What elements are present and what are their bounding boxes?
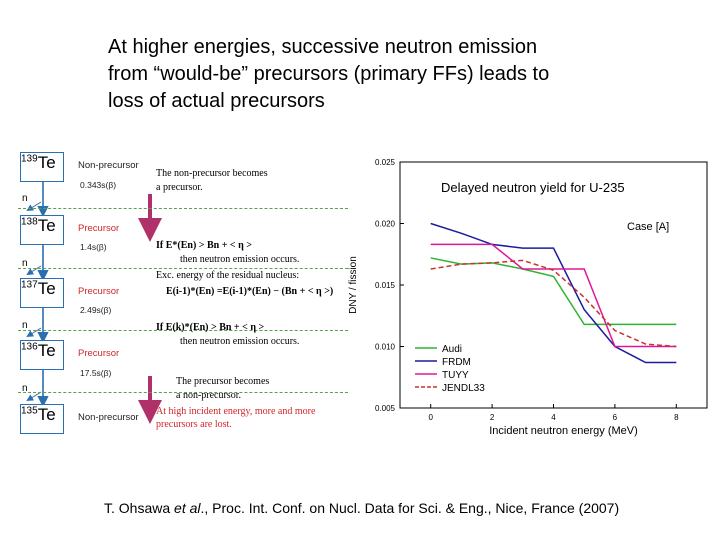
divider-line-4 (18, 392, 348, 393)
y-tick-label: 0.010 (375, 343, 396, 352)
note-excitation-1: Exc. energy of the residual nucleus: (156, 270, 300, 281)
scheme-arrows (26, 180, 162, 424)
neutron-label-1: n (22, 193, 28, 204)
chart-svg: 0.005 0.010 0.015 0.020 0.025 0 2 4 6 8 Incident n… (348, 158, 708, 437)
legend-label: FRDM (442, 357, 471, 368)
note-bottom-1: The precursor becomes (176, 376, 270, 387)
legend-label: JENDL33 (442, 383, 485, 394)
nuclide-status-label: Precursor (78, 348, 120, 359)
x-axis-label: Incident neutron energy (MeV) (489, 425, 638, 437)
half-life-label: 0.343s(β) (80, 180, 117, 190)
nuclide-te-136: 136Te (20, 340, 64, 370)
half-life-label: 2.49s(β) (80, 305, 112, 315)
half-life-label: 1.4s(β) (80, 242, 107, 252)
nuclide-mass: 137 (21, 279, 38, 291)
x-tick-label: 2 (490, 413, 495, 422)
nuclide-symbol: Te (37, 153, 56, 172)
y-tick-label: 0.015 (375, 281, 396, 290)
divider-line-2 (18, 268, 348, 269)
plot-frame (399, 161, 708, 409)
citation-italic: et al (174, 500, 201, 516)
note-red-1: At high incident energy, more and more (156, 406, 316, 417)
nuclide-status-label: Precursor (78, 223, 120, 234)
neutron-label-4: n (22, 383, 28, 394)
note-red-2: precursors are lost. (156, 419, 232, 430)
title-line-2: from “would-be” precursors (primary FFs)… (108, 63, 550, 85)
note-condition-2b: then neutron emission occurs. (180, 336, 300, 347)
x-tick-label: 6 (613, 413, 618, 422)
neutron-arrow-3 (26, 327, 42, 338)
x-tick-label: 8 (674, 413, 679, 422)
series-line-jendl33 (430, 259, 677, 348)
nuclide-symbol: Te (37, 405, 56, 424)
neutron-arrow-2 (26, 265, 42, 276)
nuclide-te-137: 137Te (20, 278, 64, 308)
nuclide-mass: 138 (21, 216, 38, 228)
note-condition-1b: then neutron emission occurs. (180, 254, 300, 265)
note-top-1: The non-precursor becomes (156, 168, 268, 179)
decay-scheme: 139Te Non-precursor 0.343s(β) 138Te Precurso… (18, 150, 363, 440)
series-line-tuyy (430, 243, 677, 348)
neutron-label-2: n (22, 258, 28, 269)
nuclide-te-138: 138Te (20, 215, 64, 245)
y-tick-label: 0.020 (375, 220, 396, 229)
nuclide-status-label: Non-precursor (78, 412, 139, 423)
note-condition-1: If E*(En) > Bn + < η > (156, 240, 252, 251)
nuclide-status-label: Precursor (78, 286, 120, 297)
legend-label: TUYY (442, 370, 469, 381)
citation: T. Ohsawa et al., Proc. Int. Conf. on Nu… (104, 500, 619, 516)
x-tick-label: 4 (551, 413, 556, 422)
nuclide-mass: 135 (21, 405, 38, 417)
x-tick-label: 0 (428, 413, 433, 422)
citation-suffix: ., Proc. Int. Conf. on Nucl. Data for Sc… (200, 500, 620, 516)
chart-title: Delayed neutron yield for U-235 (441, 180, 625, 195)
neutron-arrow-4 (26, 391, 42, 402)
chart-annotation: Case [A] (627, 221, 669, 233)
title-line-3: loss of actual precursors (108, 90, 325, 112)
nuclide-status-label: Non-precursor (78, 160, 139, 171)
divider-line-1 (18, 208, 348, 209)
note-excitation-2: E(i-1)*(En) =E(i-1)*(En) − (Bn + < η >) (166, 286, 334, 297)
nuclide-mass: 139 (21, 153, 38, 165)
nuclide-symbol: Te (37, 216, 56, 235)
title-line-1: At higher energies, successive neutron e… (108, 36, 538, 58)
nuclide-mass: 136 (21, 341, 38, 353)
divider-line-3 (18, 330, 348, 331)
note-bottom-2: a non-precursor. (176, 390, 241, 401)
neutron-label-3: n (22, 320, 28, 331)
note-condition-2: If E(k)*(En) > Bn + < η > (156, 322, 265, 333)
half-life-label: 17.5s(β) (80, 368, 112, 378)
y-axis-label: DNY / fission (348, 256, 359, 314)
dny-chart: 0.005 0.010 0.015 0.020 0.025 0 2 4 6 8 Incident n… (342, 158, 714, 448)
slide-title: At higher energies, successive neutron e… (108, 34, 668, 115)
nuclide-te-135: 135Te (20, 404, 64, 434)
series-line-frdm (430, 222, 677, 364)
nuclide-te-139: 139Te (20, 152, 64, 182)
note-top-2: a precursor. (156, 182, 203, 193)
y-tick-label: 0.025 (375, 158, 396, 167)
legend-label: Audi (442, 344, 462, 355)
citation-prefix: T. Ohsawa (104, 500, 175, 516)
nuclide-symbol: Te (37, 341, 56, 360)
y-tick-label: 0.005 (375, 404, 396, 413)
nuclide-symbol: Te (37, 279, 56, 298)
